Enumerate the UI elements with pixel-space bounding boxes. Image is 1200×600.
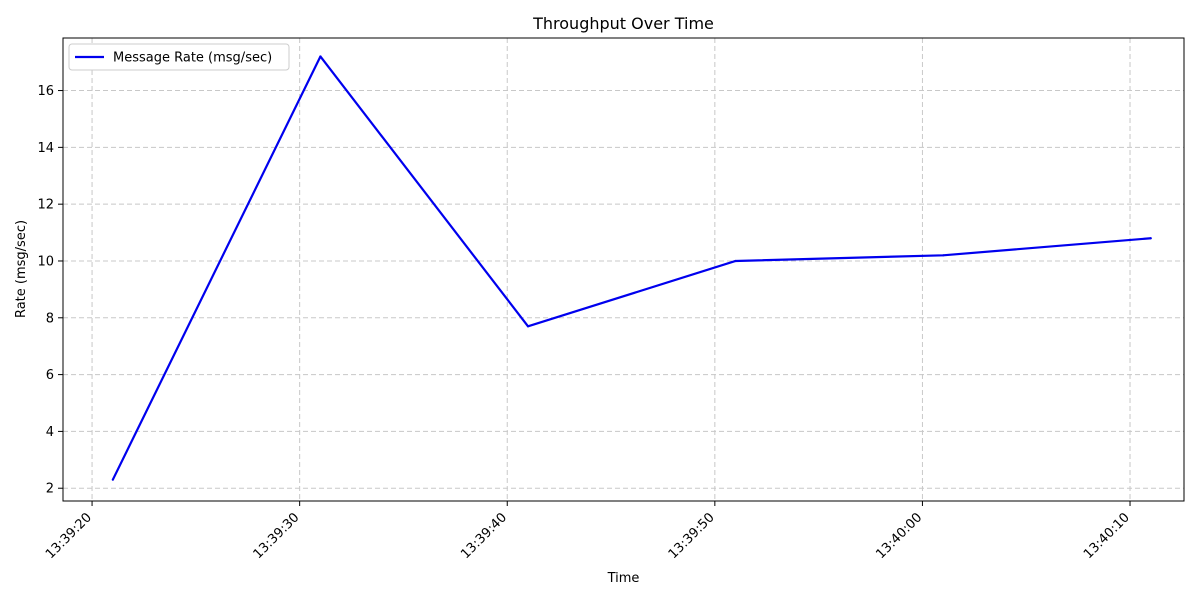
x-axis-label: Time	[607, 571, 640, 586]
y-axis-label: Rate (msg/sec)	[14, 220, 29, 318]
data-point	[942, 254, 945, 257]
y-tick-label: 4	[46, 425, 54, 440]
y-tick-label: 10	[37, 254, 54, 269]
axes-layer	[62, 37, 1185, 502]
series-layer	[111, 55, 1152, 481]
data-point	[111, 478, 114, 481]
legend-box	[68, 43, 290, 71]
series-line-message-rate	[111, 55, 1151, 481]
plot-frame	[62, 37, 1185, 502]
y-tick-label: 14	[37, 141, 54, 156]
y-tick-label: 2	[46, 482, 54, 497]
data-point	[734, 259, 737, 263]
legend-label-message-rate: Message Rate (msg/sec)	[113, 51, 272, 66]
y-tick-label: 8	[46, 311, 54, 326]
y-tick-label: 12	[37, 198, 54, 213]
data-point	[526, 325, 530, 328]
y-tick-label: 6	[46, 368, 54, 383]
legend: Message Rate (msg/sec)	[68, 43, 290, 71]
grid-layer	[63, 38, 1184, 501]
data-point	[319, 55, 322, 58]
data-point	[1149, 237, 1152, 240]
y-tick-label: 16	[37, 84, 54, 99]
chart-title: Throughput Over Time	[532, 14, 714, 33]
